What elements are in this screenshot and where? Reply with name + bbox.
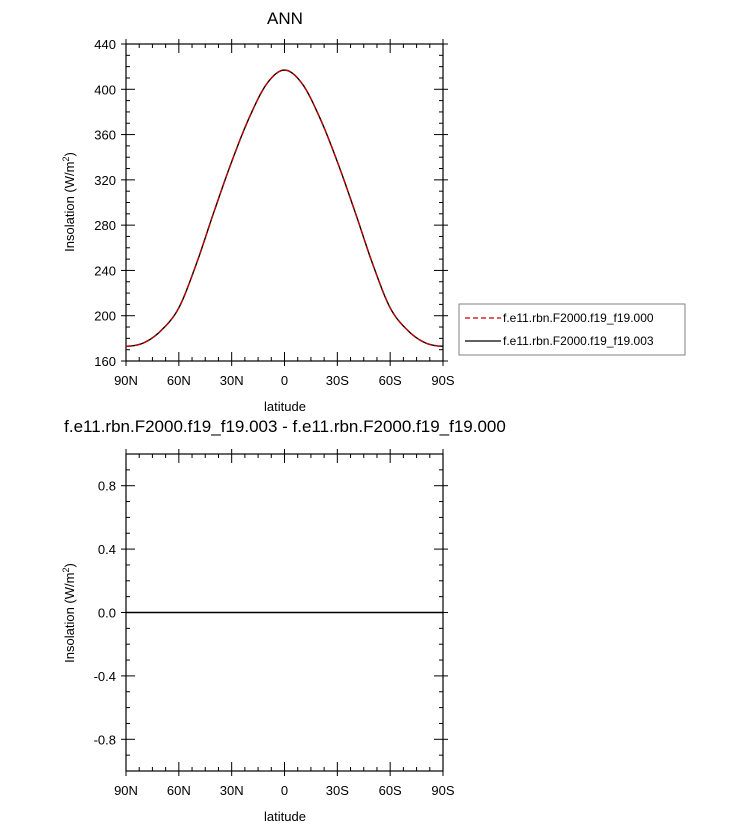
y-tick-label: 0.0 <box>98 606 116 621</box>
y-axis-label: Insolation (W/m2) <box>61 152 77 252</box>
x-tick-label: 60N <box>167 373 191 388</box>
x-tick-label: 30N <box>220 783 244 798</box>
x-tick-label: 30S <box>326 373 349 388</box>
difference-panel: f.e11.rbn.F2000.f19_f19.003 - f.e11.rbn.… <box>61 417 506 824</box>
legend-label-0: f.e11.rbn.F2000.f19_f19.000 <box>503 311 654 325</box>
y-tick-label: 360 <box>94 128 116 143</box>
y-tick-labels: 160 200 240 280 320 360 400 440 <box>94 37 116 369</box>
plot-frame <box>125 43 444 362</box>
x-tick-label: 0 <box>281 373 288 388</box>
y-tick-label: -0.4 <box>94 669 116 684</box>
y-tick-label: -0.8 <box>94 732 116 747</box>
x-axis-label: latitude <box>264 399 306 414</box>
y-tick-label: 440 <box>94 37 116 52</box>
series-line-0 <box>125 69 444 347</box>
legend-label-1: f.e11.rbn.F2000.f19_f19.003 <box>503 334 654 348</box>
chart-title: f.e11.rbn.F2000.f19_f19.003 - f.e11.rbn.… <box>64 417 506 436</box>
y-tick-label: 400 <box>94 82 116 97</box>
series-lines <box>125 69 444 347</box>
x-tick-labels: 90N 60N 30N 0 30S 60S 90S <box>114 373 455 388</box>
x-tick-label: 90N <box>114 783 138 798</box>
series-line-1 <box>125 69 444 347</box>
x-tick-label: 60N <box>167 783 191 798</box>
x-tick-labels: 90N 60N 30N 0 30S 60S 90S <box>114 783 455 798</box>
y-tick-label: 200 <box>94 309 116 324</box>
chart-title: ANN <box>267 9 303 28</box>
plot-area <box>121 39 448 366</box>
y-tick-labels: -0.8 -0.4 0.0 0.4 0.8 <box>94 479 116 748</box>
x-tick-label: 60S <box>379 373 402 388</box>
y-tick-label: 280 <box>94 218 116 233</box>
x-tick-label: 90N <box>114 373 138 388</box>
legend-box <box>458 303 686 356</box>
y-tick-label: 320 <box>94 173 116 188</box>
y-axis-label: Insolation (W/m2) <box>61 563 77 663</box>
x-axis-label: latitude <box>264 809 306 824</box>
x-tick-label: 60S <box>379 783 402 798</box>
x-tick-label: 30N <box>220 373 244 388</box>
insolation-panel: ANN 90N 60N 30N 0 30S 60S 90S 160 200 240 280 320 3… <box>61 9 686 414</box>
y-tick-label: 0.8 <box>98 479 116 494</box>
x-tick-label: 90S <box>431 783 454 798</box>
y-tick-label: 0.4 <box>98 542 116 557</box>
y-tick-label: 240 <box>94 263 116 278</box>
legend: f.e11.rbn.F2000.f19_f19.000 f.e11.rbn.F2… <box>458 303 686 356</box>
x-tick-label: 30S <box>326 783 349 798</box>
y-tick-label: 160 <box>94 354 116 369</box>
x-tick-label: 0 <box>281 783 288 798</box>
x-tick-label: 90S <box>431 373 454 388</box>
